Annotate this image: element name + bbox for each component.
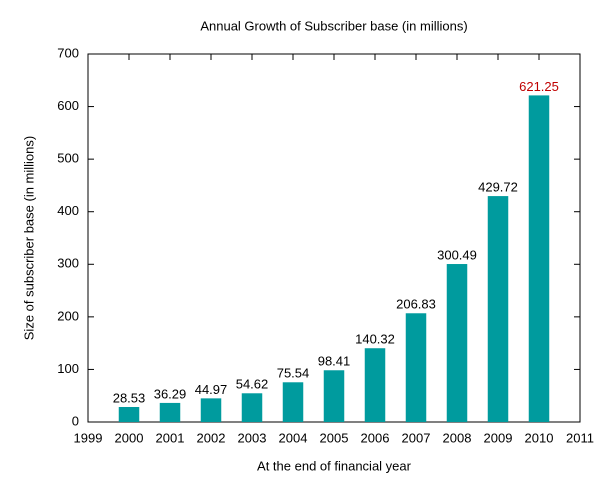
x-tick-label: 1999: [74, 430, 103, 445]
value-label: 54.62: [236, 377, 269, 392]
value-label: 429.72: [478, 180, 518, 195]
bar: [446, 264, 468, 422]
value-label: 36.29: [154, 386, 187, 401]
y-tick-label: 300: [57, 256, 79, 271]
x-tick-label: 2004: [279, 430, 308, 445]
x-tick-label: 2005: [320, 430, 349, 445]
bar: [159, 402, 181, 422]
y-tick-label: 100: [57, 361, 79, 376]
bar: [364, 348, 386, 422]
y-tick-label: 500: [57, 151, 79, 166]
bar: [487, 196, 509, 422]
y-tick-label: 400: [57, 203, 79, 218]
x-tick-label: 2011: [566, 430, 594, 445]
x-tick-label: 2008: [443, 430, 472, 445]
bar: [200, 398, 222, 422]
x-tick-label: 2001: [156, 430, 185, 445]
bar: [323, 370, 345, 422]
x-tick-label: 2000: [115, 430, 144, 445]
y-tick-label: 700: [57, 45, 79, 60]
x-tick-label: 2010: [525, 430, 554, 445]
bar: [118, 407, 140, 422]
value-label: 98.41: [318, 354, 351, 369]
x-tick-label: 2003: [238, 430, 267, 445]
value-label: 28.53: [113, 390, 146, 405]
bar: [282, 382, 304, 422]
x-tick-label: 2007: [402, 430, 431, 445]
x-tick-label: 2009: [484, 430, 513, 445]
value-label: 621.25: [519, 79, 559, 94]
bar: [528, 95, 550, 423]
x-tick-label: 2006: [361, 430, 390, 445]
bar: [241, 393, 263, 422]
chart-title: Annual Growth of Subscriber base (in mil…: [200, 18, 467, 33]
y-tick-label: 600: [57, 98, 79, 113]
y-tick-label: 200: [57, 308, 79, 323]
value-label: 300.49: [437, 247, 477, 262]
value-label: 206.83: [396, 297, 436, 312]
x-tick-label: 2002: [197, 430, 226, 445]
y-axis-label: Size of subscriber base (in millions): [21, 136, 36, 340]
x-axis-label: At the end of financial year: [257, 458, 412, 473]
value-label: 44.97: [195, 382, 228, 397]
value-label: 140.32: [355, 332, 395, 347]
value-label: 75.54: [277, 366, 310, 381]
bar: [405, 313, 427, 422]
y-tick-label: 0: [72, 413, 79, 428]
